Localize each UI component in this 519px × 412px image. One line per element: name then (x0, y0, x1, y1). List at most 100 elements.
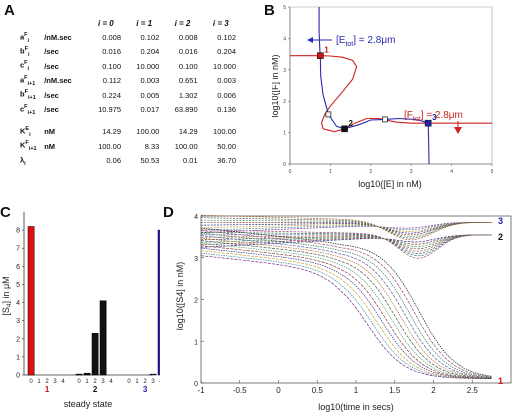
y-tick-label: 8 (16, 228, 20, 235)
category-label: 1 (85, 379, 89, 385)
table-cell: 0.204 (140, 47, 160, 57)
trajectory-to-state-3 (200, 221, 492, 232)
category-label: 4 (61, 379, 65, 385)
table-cell: 0.100 (178, 61, 198, 71)
param-unit: /sec (44, 105, 59, 115)
trajectory-to-state-2 (200, 234, 492, 250)
x-tick-label: 1 (329, 169, 332, 175)
column-header: i = 3 (212, 18, 229, 28)
parameter-table-panel: i = 0 i = 1 i = 2 i = 3 aFi/nM.sec 0.008 0… (0, 0, 240, 190)
trajectory-to-state-1 (200, 240, 492, 379)
y-tick-label: 2 (16, 336, 20, 343)
nullcline-plot: 0 1 2 3 4 5 0 1 2 3 4 5 1 2 3 [Etot] = 2.8μm [Ftot] =… (272, 5, 494, 189)
etot-annotation: [Etot] = 2.8μm (336, 35, 395, 48)
table-header-row: i = 0 i = 1 i = 2 i = 3 (16, 16, 240, 30)
category-label: 3 (53, 379, 57, 385)
category-label: 4 (159, 379, 160, 385)
trajectory-to-state-1 (200, 232, 492, 378)
trajectory-to-state-2 (201, 234, 492, 252)
table-cell: 100.00 (98, 141, 122, 151)
table-cell: 0.651 (178, 76, 198, 86)
y-tick-label: 2 (194, 298, 198, 305)
y-tick-label: 1 (194, 339, 198, 346)
category-label: 1 (135, 379, 139, 385)
trajectory-to-state-2 (200, 234, 492, 248)
param-symbol: KFi+1 (20, 140, 37, 153)
param-unit: /sec (44, 47, 59, 57)
table-row: bFi/sec 0.016 0.204 0.016 0.204 (16, 45, 240, 59)
table-cell: 0.102 (140, 33, 160, 43)
param-symbol: λi (20, 155, 26, 167)
table-cell: 0.016 (102, 47, 122, 57)
nullcline-1 (290, 55, 492, 133)
param-symbol: bFi+1 (20, 89, 36, 102)
y-tick-label: 4 (16, 300, 20, 307)
trajectory-to-state-1 (200, 242, 492, 379)
table-row: KEi nM 14.29 100.00 14.29 100.00 (16, 125, 240, 139)
x-tick-label: 1 (354, 386, 359, 395)
param-symbol: aFi+1 (20, 74, 36, 87)
table-cell: 0.017 (140, 105, 160, 115)
curve-label: 1 (498, 376, 503, 386)
table-cell: 0.136 (217, 105, 236, 115)
table-row: cFi/sec 0.100 10.000 0.100 10.000 (16, 59, 240, 73)
x-tick-label: -1 (197, 386, 205, 395)
table-cell: 36.70 (217, 156, 236, 166)
param-symbol: cFi+1 (20, 103, 36, 116)
category-label: 0 (127, 379, 131, 385)
y-tick-label: 1 (16, 354, 20, 361)
y-tick-label: 0 (16, 373, 20, 380)
table-cell: 10.000 (213, 61, 236, 71)
category-label: 0 (77, 379, 81, 385)
bar (157, 229, 160, 376)
table-cell: 0.003 (140, 76, 160, 86)
bar (83, 372, 91, 376)
trajectory-to-state-2 (200, 234, 492, 246)
x-tick-label: 4 (450, 169, 453, 175)
y-tick-label: 5 (283, 5, 286, 11)
y-tick-label: 3 (283, 68, 286, 74)
category-label: 2 (45, 379, 49, 385)
category-label: 4 (109, 379, 113, 385)
category-label: 2 (93, 379, 97, 385)
param-unit: /sec (44, 61, 59, 71)
trajectory-to-state-1 (200, 247, 492, 379)
param-unit (44, 154, 87, 168)
x-tick-label: 1.5 (389, 386, 401, 395)
bar (99, 300, 107, 376)
y-tick-label: 5 (16, 282, 20, 289)
panel-label-d: D (163, 204, 174, 221)
param-unit: /nM.sec (44, 33, 72, 43)
bar (91, 333, 99, 376)
trajectory-to-state-3 (200, 214, 492, 241)
table-cell: 63.890 (174, 105, 198, 115)
x-tick-label: -0.5 (233, 386, 247, 395)
param-symbol: bFi (20, 45, 30, 58)
table-cell: 0.005 (140, 90, 160, 100)
bar (75, 373, 83, 376)
table-cell: 50.00 (217, 141, 236, 151)
y-tick-label: 1 (283, 131, 286, 137)
y-axis-label: log10([F] in nM) (272, 54, 280, 117)
table-row: cFi+1/sec 10.975 0.017 63.890 0.136 (16, 102, 240, 116)
table-cell: 50.53 (140, 156, 160, 166)
group-label: 3 (143, 385, 148, 394)
category-label: 3 (101, 379, 105, 385)
trajectory-to-state-2 (201, 231, 492, 257)
table-row: aFi+1/nM.sec 0.112 0.003 0.651 0.003 (16, 74, 240, 88)
trajectory-to-state-3 (201, 219, 492, 237)
y-tick-label: 0 (283, 162, 286, 168)
steady-state-label: 1 (324, 46, 329, 55)
y-tick-label: 4 (283, 36, 286, 42)
param-symbol: aFi (20, 31, 30, 44)
table-cell: 100.00 (174, 141, 198, 151)
trajectory-to-state-1 (200, 230, 492, 378)
unstable-state-marker (325, 111, 332, 118)
y-axis-label: [S4] in μM (1, 276, 13, 315)
param-unit: /sec (44, 90, 59, 100)
table-cell: 0.204 (217, 47, 236, 57)
table-cell: 0.01 (183, 156, 198, 166)
column-header: i = 1 (136, 18, 153, 28)
trajectory-to-state-1 (200, 237, 492, 379)
table-row: aFi/nM.sec 0.008 0.102 0.008 0.102 (16, 30, 240, 44)
